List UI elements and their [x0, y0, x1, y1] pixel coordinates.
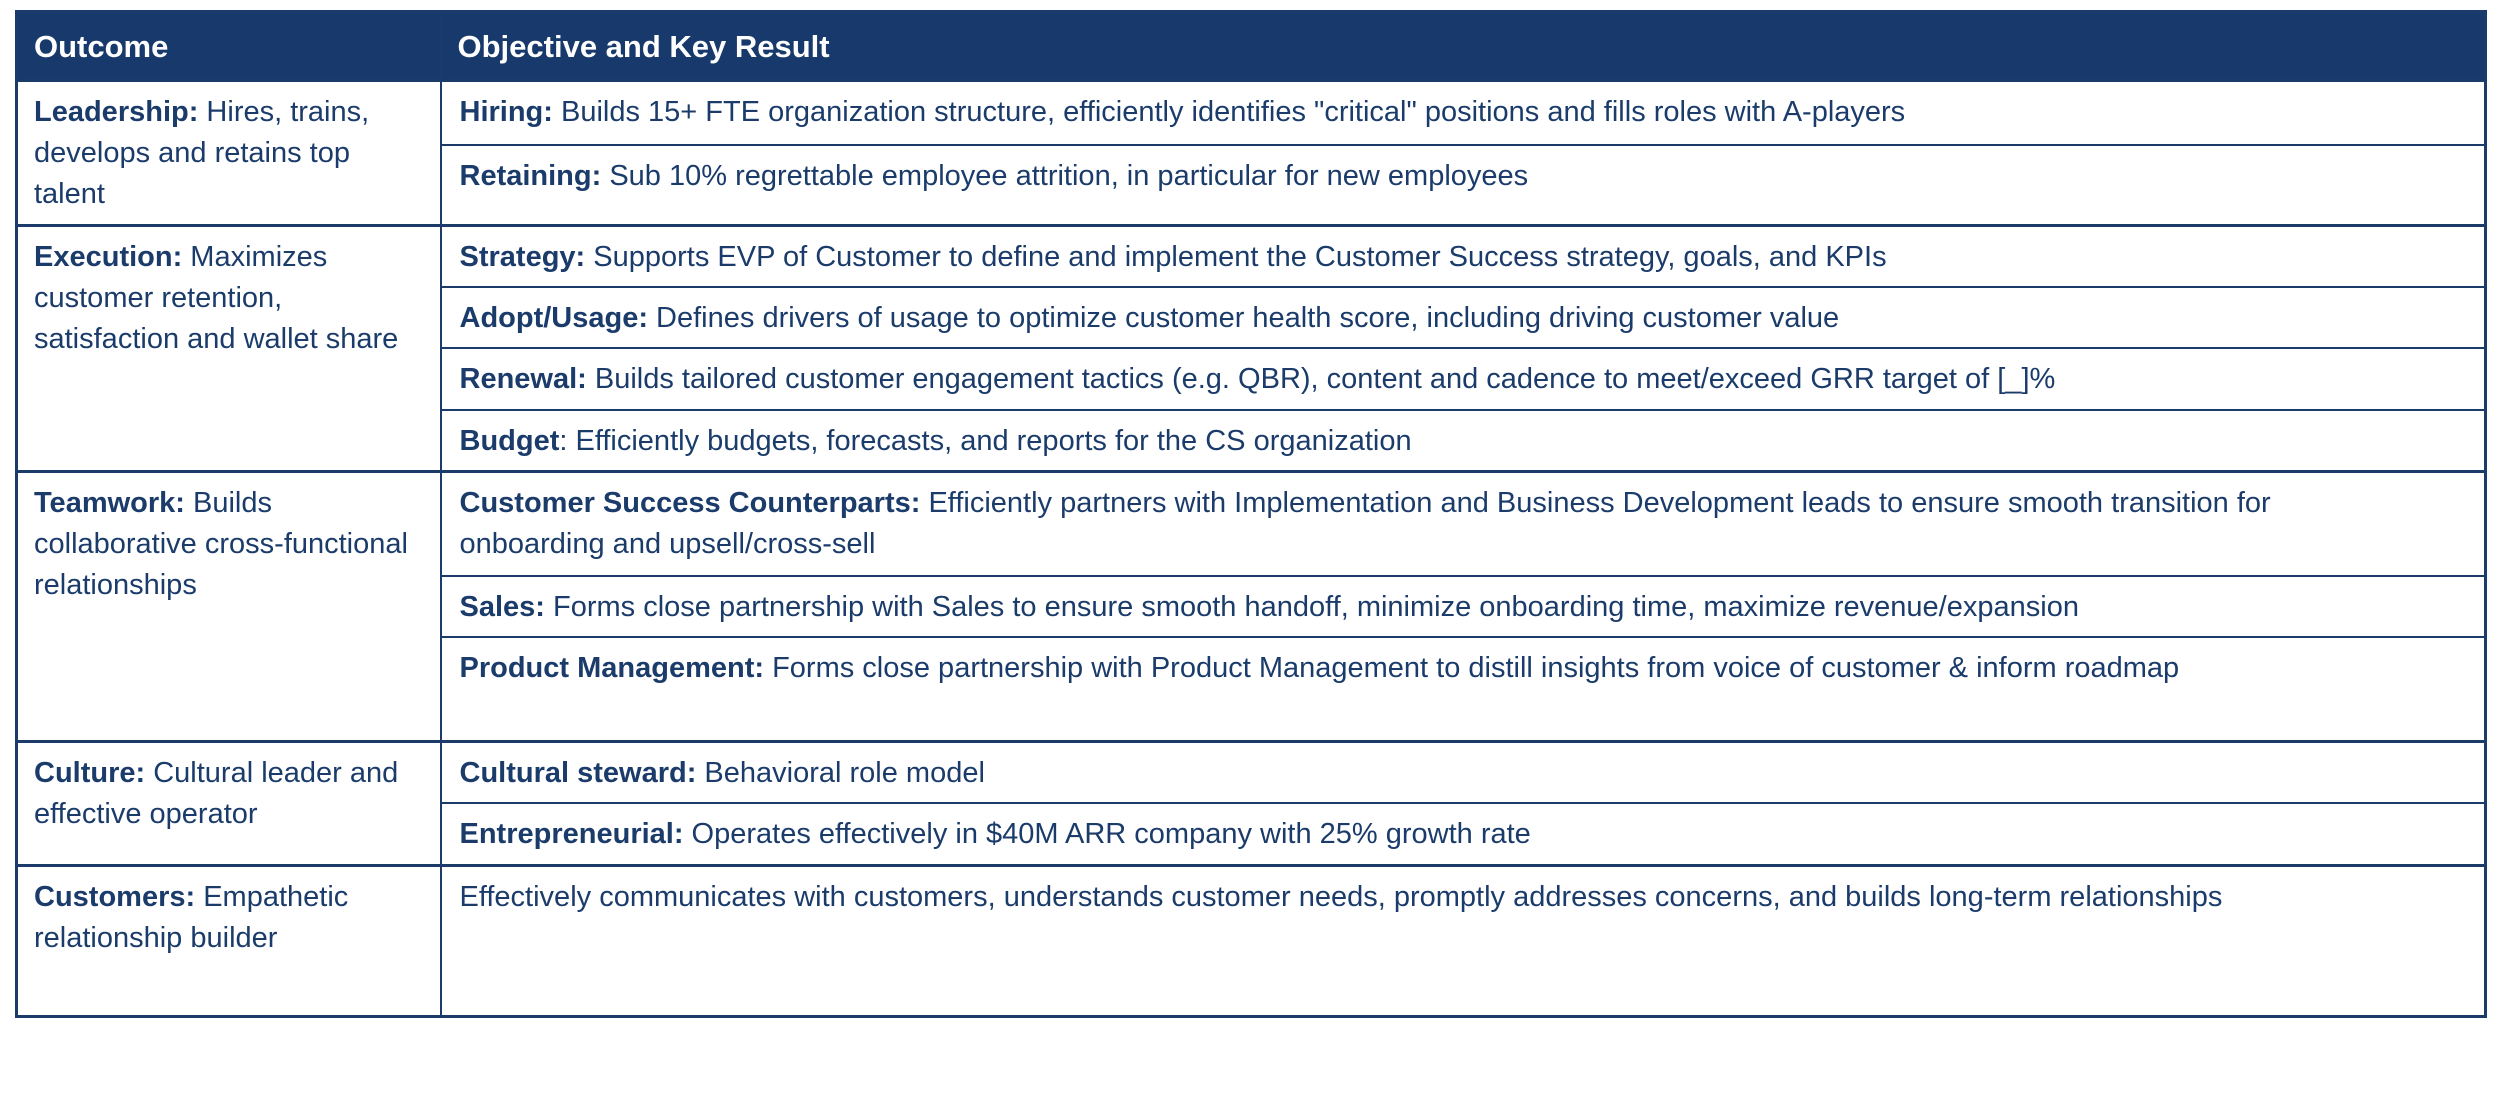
- okr-slide: Outcome Objective and Key Result Leaders…: [15, 10, 2487, 1018]
- table-row: Retaining: Sub 10% regrettable employee …: [17, 144, 2487, 227]
- outcome-text: Builds collaborative cross-functional re…: [34, 487, 408, 602]
- outcome-text: Maximizes customer retention, satisfacti…: [34, 240, 399, 355]
- kr-text: Efficiently partners with Implementation…: [459, 487, 2271, 561]
- kr-cell-cultural-steward: Cultural steward: Behavioral role model: [439, 740, 2487, 805]
- kr-cell-sales: Sales: Forms close partnership with Sale…: [439, 575, 2487, 639]
- table-row: Renewal: Builds tailored customer engage…: [17, 346, 2487, 411]
- table-row: Budget: Efficiently budgets, forecasts, …: [17, 408, 2487, 473]
- outcome-cell-teamwork: Teamwork: Builds collaborative cross-fun…: [15, 470, 442, 743]
- outcome-cell-customers: Customers: Empathetic relationship build…: [15, 863, 442, 1018]
- kr-text: Forms close partnership with Product Man…: [764, 652, 2180, 685]
- table-row: Leadership: Hires, trains, develops and …: [15, 79, 2487, 227]
- kr-text: Builds 15+ FTE organization structure, e…: [552, 96, 1906, 129]
- outcome-cell-culture: Culture: Cultural leader and effective o…: [15, 740, 442, 867]
- kr-text: Behavioral role model: [696, 757, 985, 790]
- outcome-text: Cultural leader and effective operator: [34, 757, 399, 831]
- table-row: Customers: Empathetic relationship build…: [15, 863, 2487, 1018]
- kr-text: Builds tailored customer engagement tact…: [586, 362, 2056, 395]
- kr-text: Defines drivers of usage to optimize cus…: [648, 301, 1840, 334]
- kr-cell-entrepreneurial: Entrepreneurial: Operates effectively in…: [439, 802, 2487, 867]
- header-outcome: Outcome: [15, 10, 442, 82]
- outcome-label: Leadership:: [34, 96, 199, 129]
- kr-label: Renewal:: [459, 362, 587, 395]
- kr-text: Operates effectively in $40M ARR company…: [683, 818, 1531, 851]
- kr-cell-budget: Budget: Efficiently budgets, forecasts, …: [439, 408, 2487, 473]
- kr-label: Hiring:: [459, 96, 553, 129]
- kr-cell-renewal: Renewal: Builds tailored customer engage…: [439, 346, 2487, 411]
- kr-label: Entrepreneurial:: [459, 818, 684, 851]
- outcome-cell-leadership: Leadership: Hires, trains, develops and …: [15, 79, 442, 227]
- kr-cell-hiring: Hiring: Builds 15+ FTE organization stru…: [439, 79, 2487, 147]
- table-row: Culture: Cultural leader and effective o…: [15, 740, 2487, 867]
- table-row: Teamwork: Builds collaborative cross-fun…: [15, 470, 2487, 743]
- kr-text: Effectively communicates with customers,…: [459, 880, 2223, 913]
- kr-label: Adopt/Usage:: [459, 301, 649, 334]
- okr-table: Outcome Objective and Key Result Leaders…: [15, 10, 2487, 1018]
- table-row: Execution: Maximizes customer retention,…: [15, 223, 2487, 473]
- kr-cell-customers: Effectively communicates with customers,…: [439, 863, 2487, 1018]
- kr-cell-adopt-usage: Adopt/Usage: Defines drivers of usage to…: [439, 285, 2487, 349]
- kr-label: Sales:: [459, 591, 545, 624]
- kr-text: Supports EVP of Customer to define and i…: [585, 240, 1887, 273]
- outcome-cell-execution: Execution: Maximizes customer retention,…: [15, 223, 442, 473]
- outcome-text: Empathetic relationship builder: [34, 880, 349, 954]
- kr-label: Retaining:: [459, 160, 602, 193]
- table-row: Sales: Forms close partnership with Sale…: [17, 575, 2487, 639]
- outcome-label: Teamwork:: [34, 487, 185, 520]
- kr-label: Product Management:: [459, 652, 765, 685]
- kr-text: Forms close partnership with Sales to en…: [544, 591, 2079, 624]
- table-row: Adopt/Usage: Defines drivers of usage to…: [17, 285, 2487, 349]
- table-row: Product Management: Forms close partners…: [17, 636, 2487, 743]
- table-row: Entrepreneurial: Operates effectively in…: [17, 802, 2487, 867]
- header-objective-key-result: Objective and Key Result: [439, 10, 2487, 82]
- kr-label: Customer Success Counterparts:: [459, 487, 921, 520]
- kr-text: Sub 10% regrettable employee attrition, …: [601, 160, 1529, 193]
- outcome-text: Hires, trains, develops and retains top …: [34, 96, 370, 211]
- outcome-label: Execution:: [34, 240, 183, 273]
- kr-cell-customer-success-counterparts: Customer Success Counterparts: Efficient…: [439, 470, 2487, 578]
- kr-cell-strategy: Strategy: Supports EVP of Customer to de…: [439, 223, 2487, 288]
- kr-label: Strategy:: [459, 240, 586, 273]
- kr-text: : Efficiently budgets, forecasts, and re…: [559, 424, 1412, 457]
- header-row: Outcome Objective and Key Result: [15, 10, 2487, 82]
- outcome-label: Customers:: [34, 880, 196, 913]
- outcome-label: Culture:: [34, 757, 146, 790]
- kr-cell-retaining: Retaining: Sub 10% regrettable employee …: [439, 144, 2487, 227]
- kr-label: Cultural steward:: [459, 757, 697, 790]
- kr-cell-product-management: Product Management: Forms close partners…: [439, 636, 2487, 743]
- kr-label: Budget: [459, 424, 560, 457]
